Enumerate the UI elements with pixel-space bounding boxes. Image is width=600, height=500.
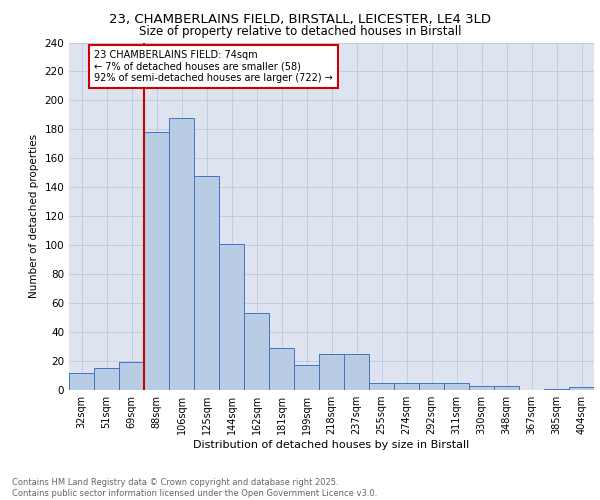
Bar xyxy=(169,118,194,390)
Bar xyxy=(494,386,519,390)
Text: 23, CHAMBERLAINS FIELD, BIRSTALL, LEICESTER, LE4 3LD: 23, CHAMBERLAINS FIELD, BIRSTALL, LEICES… xyxy=(109,12,491,26)
Bar xyxy=(569,387,594,390)
Bar xyxy=(194,176,219,390)
Bar xyxy=(94,368,119,390)
Bar xyxy=(244,314,269,390)
Bar xyxy=(294,366,319,390)
Bar xyxy=(369,383,394,390)
Text: 23 CHAMBERLAINS FIELD: 74sqm
← 7% of detached houses are smaller (58)
92% of sem: 23 CHAMBERLAINS FIELD: 74sqm ← 7% of det… xyxy=(94,50,333,83)
X-axis label: Distribution of detached houses by size in Birstall: Distribution of detached houses by size … xyxy=(193,440,470,450)
Bar xyxy=(319,354,344,390)
Bar xyxy=(219,244,244,390)
Bar xyxy=(394,383,419,390)
Y-axis label: Number of detached properties: Number of detached properties xyxy=(29,134,39,298)
Bar xyxy=(469,386,494,390)
Bar xyxy=(144,132,169,390)
Bar xyxy=(344,354,369,390)
Bar xyxy=(544,388,569,390)
Bar xyxy=(419,383,444,390)
Bar xyxy=(119,362,144,390)
Text: Size of property relative to detached houses in Birstall: Size of property relative to detached ho… xyxy=(139,25,461,38)
Bar xyxy=(69,372,94,390)
Bar xyxy=(444,383,469,390)
Text: Contains HM Land Registry data © Crown copyright and database right 2025.
Contai: Contains HM Land Registry data © Crown c… xyxy=(12,478,377,498)
Bar xyxy=(269,348,294,390)
